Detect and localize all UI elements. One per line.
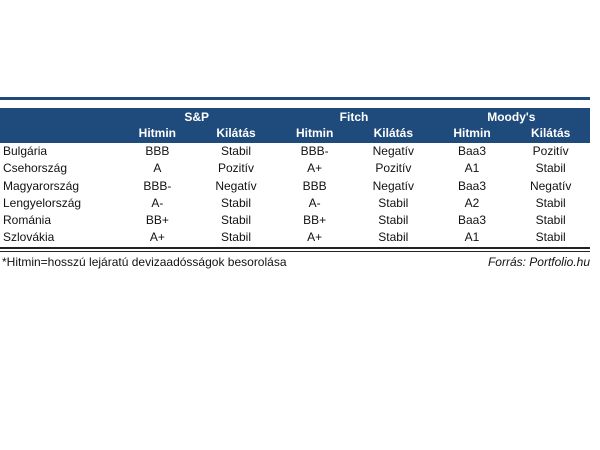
rating-cell: A1 (464, 230, 480, 245)
rating-cell: A (153, 161, 162, 176)
outlook-cell: Stabil (535, 195, 566, 210)
country-cell: Lengyelország (3, 195, 82, 210)
country-cell: Csehország (3, 161, 68, 176)
country-cell: Románia (3, 213, 52, 228)
rating-cell: Baa3 (457, 178, 486, 193)
table-row: Magyarország BBB- Negatív BBB Negatív Ba… (0, 178, 590, 195)
table-row: Románia BB+ Stabil BB+ Stabil Baa3 Stabi… (0, 212, 590, 229)
rating-cell: A+ (307, 230, 323, 245)
outlook-cell: Stabil (535, 213, 566, 228)
col-header-fitch-rating: Hitmin (295, 126, 334, 140)
table-row: Lengyelország A- Stabil A- Stabil A2 Sta… (0, 195, 590, 212)
country-cell: Magyarország (3, 178, 80, 193)
double-rule (0, 246, 590, 252)
outlook-cell: Stabil (220, 195, 251, 210)
agency-header-fitch: Fitch (339, 110, 369, 124)
rating-cell: BB+ (303, 213, 327, 228)
credit-ratings-table: S&P Fitch Moody's Hitmin Kilátás Hitmin … (0, 97, 590, 269)
col-header-sp-outlook: Kilátás (216, 126, 256, 140)
outlook-cell: Negatív (529, 178, 572, 193)
agency-header-row: S&P Fitch Moody's (0, 108, 590, 125)
rating-cell: A+ (307, 161, 323, 176)
table-row: Bulgária BBB Stabil BBB- Negatív Baa3 Po… (0, 143, 590, 160)
rating-cell: A2 (464, 195, 480, 210)
outlook-cell: Stabil (535, 161, 566, 176)
outlook-cell: Pozitív (217, 161, 254, 176)
outlook-cell: Stabil (535, 230, 566, 245)
outlook-cell: Pozitív (532, 144, 569, 158)
outlook-cell: Stabil (378, 213, 409, 228)
rating-cell: BBB- (143, 178, 172, 193)
rating-cell: BBB- (300, 144, 329, 158)
subheader-row: Hitmin Kilátás Hitmin Kilátás Hitmin Kil… (0, 125, 590, 143)
outlook-cell: Stabil (378, 230, 409, 245)
outlook-cell: Stabil (220, 230, 251, 245)
rating-cell: A+ (149, 230, 165, 245)
col-header-sp-rating: Hitmin (138, 126, 176, 140)
rating-cell: A- (151, 195, 164, 210)
col-header-moodys-outlook: Kilátás (530, 126, 571, 140)
country-cell: Bulgária (3, 144, 48, 158)
footnote: *Hitmin=hosszú lejáratú devizaadósságok … (2, 254, 287, 269)
source-credit: Forrás: Portfolio.hu (487, 254, 590, 269)
rating-cell: Baa3 (457, 213, 486, 228)
outlook-cell: Stabil (220, 144, 251, 158)
outlook-cell: Negatív (372, 144, 414, 158)
rating-cell: BB+ (145, 213, 169, 228)
rating-cell: A- (308, 195, 321, 210)
outlook-cell: Negatív (372, 178, 414, 193)
country-cell: Szlovákia (3, 230, 55, 245)
col-header-moodys-rating: Hitmin (453, 126, 491, 140)
table-row: Csehország A Pozitív A+ Pozitív A1 Stabi… (0, 160, 590, 177)
rating-cell: Baa3 (457, 144, 486, 158)
rating-cell: BBB (302, 178, 327, 193)
country-column-spacer (0, 125, 118, 143)
outlook-cell: Stabil (378, 195, 409, 210)
col-header-fitch-outlook: Kilátás (373, 126, 413, 140)
agency-header-sp: S&P (184, 110, 209, 124)
table-body: Bulgária BBB Stabil BBB- Negatív Baa3 Po… (0, 143, 590, 247)
table-footer: *Hitmin=hosszú lejáratú devizaadósságok … (0, 255, 590, 269)
agency-header-moodys: Moody's (487, 110, 536, 124)
table-header: S&P Fitch Moody's Hitmin Kilátás Hitmin … (0, 108, 590, 143)
table-row: Szlovákia A+ Stabil A+ Stabil A1 Stabil (0, 229, 590, 246)
top-rule (0, 97, 590, 100)
rating-cell: BBB (145, 144, 170, 158)
outlook-cell: Pozitív (375, 161, 412, 176)
outlook-cell: Negatív (215, 178, 257, 193)
rating-cell: A1 (464, 161, 480, 176)
outlook-cell: Stabil (220, 213, 251, 228)
